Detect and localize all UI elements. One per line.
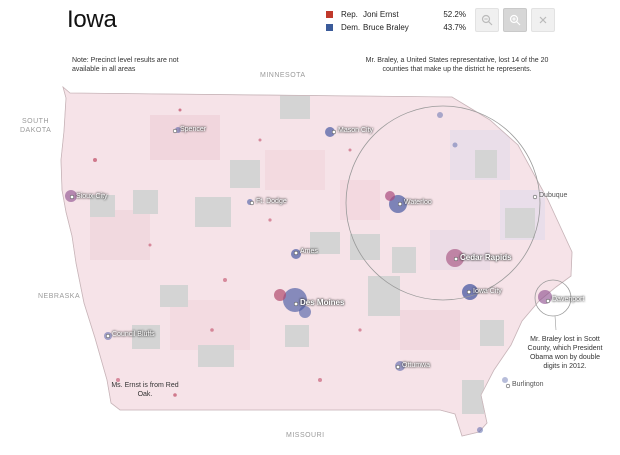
braley-note: Mr. Braley, a United States representati…: [365, 57, 549, 73]
city-label-spencer: Spencer: [180, 126, 207, 133]
city-label-dubuque: Dubuque: [539, 192, 568, 199]
zoom-out-button[interactable]: [475, 8, 499, 32]
page-title: Iowa: [67, 6, 117, 33]
city-label-des-moines: Des Moines: [300, 298, 345, 307]
close-button[interactable]: [531, 8, 555, 32]
results-legend: Rep. Joni Ernst 52.2% Dem. Bruce Braley …: [326, 8, 466, 34]
close-icon: [539, 16, 547, 24]
zoom-in-icon: [509, 14, 521, 26]
state-label-minnesota: MINNESOTA: [260, 72, 306, 79]
legend-party: Dem.: [341, 23, 361, 32]
scott-county-callout: [534, 279, 572, 317]
map-toolbar: [475, 8, 555, 32]
city-label-sioux-city: Sioux City: [76, 193, 108, 200]
braley-district-callout: [345, 105, 541, 301]
city-label-burlington: Burlington: [512, 381, 544, 388]
rep-swatch: [326, 11, 333, 18]
legend-candidate: Bruce Braley: [363, 23, 409, 32]
precinct-note: Note: Precinct level results are not ava…: [72, 57, 179, 73]
city-label-davenport: Davenport: [552, 296, 585, 303]
iowa-border: [60, 85, 573, 437]
legend-row-dem: Dem. Bruce Braley 43.7%: [326, 21, 466, 34]
state-label-south-dakota: DAKOTA: [20, 127, 52, 134]
republican-precincts: [93, 108, 362, 397]
zoom-in-button[interactable]: [503, 8, 527, 32]
city-label-mason-city: Mason City: [338, 127, 374, 134]
dem-swatch: [326, 24, 333, 31]
legend-percent: 52.2%: [443, 10, 466, 19]
state-label-missouri: MISSOURI: [286, 432, 325, 439]
city-label-ames: Ames: [300, 248, 318, 255]
legend-candidate: Joni Ernst: [363, 10, 399, 19]
city-label-cedar-rapids: Cedar Rapids: [460, 253, 512, 262]
legend-percent: 43.7%: [443, 23, 466, 32]
legend-party: Rep.: [341, 10, 358, 19]
city-label-council-bluffs: Council Bluffs: [112, 331, 155, 338]
city-markers: [69, 128, 551, 389]
city-label-fort-dodge: Ft. Dodge: [256, 198, 287, 205]
ernst-note: Ms. Ernst is from Red Oak.: [111, 382, 179, 398]
zoom-out-icon: [481, 14, 493, 26]
state-label-south-dakota: SOUTH: [22, 118, 49, 125]
city-label-ottumwa: Ottumwa: [402, 362, 431, 369]
legend-row-rep: Rep. Joni Ernst 52.2%: [326, 8, 466, 21]
no-data-counties: [90, 93, 535, 414]
city-label-iowa-city: Iowa City: [473, 288, 502, 295]
city-label-waterloo: Waterloo: [404, 199, 432, 206]
scott-county-note: Mr. Braley lost in Scott County, which P…: [527, 336, 603, 370]
state-label-nebraska: NEBRASKA: [38, 293, 81, 300]
